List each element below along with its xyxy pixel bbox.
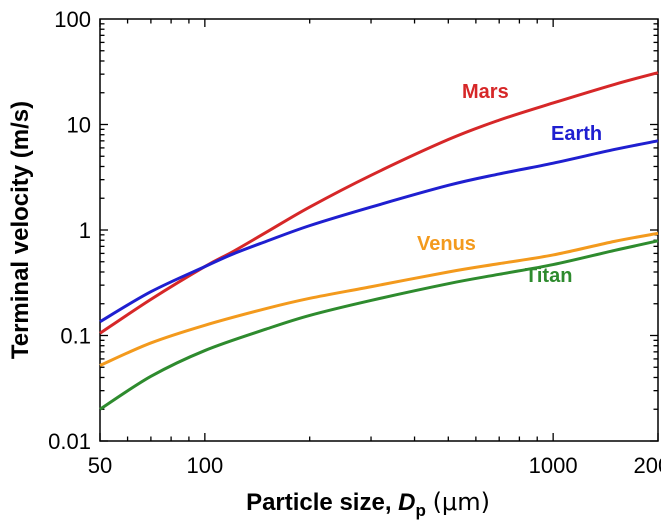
series-lines: [99, 71, 659, 411]
series-labels: Mars Earth Venus Titan: [417, 81, 602, 287]
x-axis-title: Particle size, Dp (μm): [246, 488, 490, 520]
plot-frame: [99, 18, 659, 442]
series-label-venus: Venus: [417, 233, 476, 255]
tick-labels: 0.01 0.1 1 10 100 50 100 1000 2000: [48, 7, 661, 478]
x-tick-label: 50: [88, 453, 112, 478]
series-label-titan: Titan: [525, 265, 572, 287]
y-tick-label: 10: [67, 113, 91, 138]
y-tick-label: 0.01: [48, 429, 91, 454]
y-tick-label: 1: [79, 218, 91, 243]
series-label-mars: Mars: [462, 81, 509, 103]
y-axis-title: Terminal velocity (m/s): [7, 101, 34, 359]
x-axis-title-subscript: p: [416, 501, 426, 520]
x-axis-title-symbol: D: [398, 489, 415, 516]
series-line-mars: [99, 71, 659, 335]
y-tick-label: 100: [54, 7, 91, 32]
series-label-earth: Earth: [551, 123, 602, 145]
x-tick-label: 100: [186, 453, 223, 478]
y-tick-label: 0.1: [60, 324, 91, 349]
series-line-venus: [99, 231, 659, 367]
axis-ticks: [99, 19, 659, 442]
x-tick-label: 2000: [634, 453, 661, 478]
x-tick-label: 1000: [529, 453, 578, 478]
x-axis-title-unit: (μm): [433, 488, 490, 516]
series-line-titan: [99, 239, 659, 411]
x-axis-title-prefix: Particle size,: [246, 489, 398, 516]
series-line-earth: [99, 139, 659, 324]
